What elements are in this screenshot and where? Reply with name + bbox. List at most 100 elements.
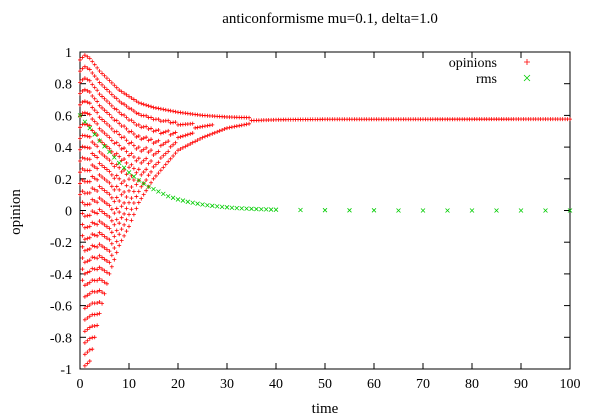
opinion-point [90, 105, 95, 110]
opinion-point [104, 133, 109, 138]
opinion-point [114, 140, 119, 145]
opinion-point [129, 173, 134, 178]
opinion-point [104, 76, 109, 81]
opinion-point [178, 147, 183, 152]
opinion-point [222, 127, 227, 132]
opinion-point [92, 164, 97, 169]
opinion-point [247, 121, 252, 126]
opinion-point [82, 306, 87, 311]
opinion-point [185, 132, 190, 137]
plot-marks [77, 53, 573, 368]
opinion-point [117, 221, 122, 226]
opinion-point [131, 200, 136, 205]
opinion-point [161, 142, 166, 147]
opinion-point [92, 210, 97, 215]
opinion-point [82, 122, 87, 127]
opinion-point [92, 233, 97, 238]
opinion-point [97, 299, 102, 304]
opinion-point [183, 144, 188, 149]
opinion-point [129, 118, 134, 123]
opinion-point [104, 156, 109, 161]
opinion-point [149, 104, 154, 109]
opinion-point [136, 189, 141, 194]
opinion-point [82, 64, 87, 69]
opinion-point [109, 161, 114, 166]
opinion-point [82, 317, 87, 322]
opinion-point [85, 350, 90, 355]
opinion-point [87, 168, 92, 173]
opinion-point [176, 148, 180, 153]
opinion-point [82, 214, 87, 219]
opinion-point [149, 159, 154, 164]
opinion-point [85, 338, 90, 343]
opinion-point [102, 108, 107, 113]
opinion-point [122, 189, 127, 194]
opinion-point [134, 146, 139, 151]
opinion-point [168, 132, 173, 137]
opinion-point [80, 211, 85, 216]
opinion-point [122, 168, 127, 173]
opinion-point [124, 195, 129, 200]
opinion-point [102, 199, 107, 204]
opinion-point [85, 134, 90, 139]
x-tick-label: 50 [318, 377, 332, 392]
opinion-point [80, 222, 85, 227]
opinion-point [80, 278, 85, 283]
opinion-point [124, 206, 129, 211]
opinion-point [242, 122, 247, 127]
opinion-point [149, 137, 154, 142]
opinion-point [568, 117, 572, 122]
opinion-point [161, 107, 166, 112]
opinion-point [97, 196, 102, 201]
opinion-point [129, 107, 134, 112]
y-tick-label: -0.2 [50, 236, 72, 251]
opinion-point [78, 136, 82, 141]
opinion-point [117, 243, 122, 248]
opinion-point [129, 196, 134, 201]
opinion-point [144, 167, 149, 172]
opinion-point [122, 102, 127, 107]
opinion-point [95, 65, 100, 70]
opinion-point [124, 104, 129, 109]
opinion-point [141, 102, 146, 107]
opinion-point [100, 82, 105, 87]
opinion-point [225, 126, 229, 131]
opinion-point [156, 138, 161, 143]
opinion-point [78, 91, 82, 96]
opinion-point [102, 177, 107, 182]
opinion-point [156, 149, 161, 154]
opinion-point [95, 233, 100, 238]
opinion-point [127, 165, 131, 170]
opinion-point [117, 198, 122, 203]
opinion-point [85, 54, 90, 59]
rms-point [420, 208, 426, 213]
opinion-point [100, 140, 105, 145]
opinion-point [127, 153, 131, 158]
y-axis-label: opinion [8, 189, 24, 235]
opinion-point [87, 190, 92, 195]
opinion-point [163, 151, 168, 156]
opinion-point [87, 314, 92, 319]
opinion-point [158, 131, 163, 136]
opinion-point [87, 269, 92, 274]
rms-point [298, 207, 303, 213]
opinion-point [136, 122, 141, 127]
opinion-point [161, 165, 166, 170]
opinion-point [109, 138, 114, 143]
opinion-point [90, 71, 95, 76]
opinion-point [122, 178, 127, 183]
opinion-point [102, 257, 107, 262]
opinion-point [198, 136, 203, 141]
opinion-point [215, 129, 220, 134]
opinion-point [117, 110, 122, 115]
opinion-point [141, 147, 146, 152]
x-tick-label: 70 [416, 377, 430, 392]
opinion-point [122, 233, 127, 238]
opinion-point [95, 267, 100, 272]
opinion-point [134, 170, 139, 175]
opinion-point [100, 209, 105, 214]
opinion-point [80, 66, 85, 71]
opinion-point [85, 270, 90, 275]
opinion-point [102, 119, 107, 124]
opinion-point [107, 249, 112, 254]
